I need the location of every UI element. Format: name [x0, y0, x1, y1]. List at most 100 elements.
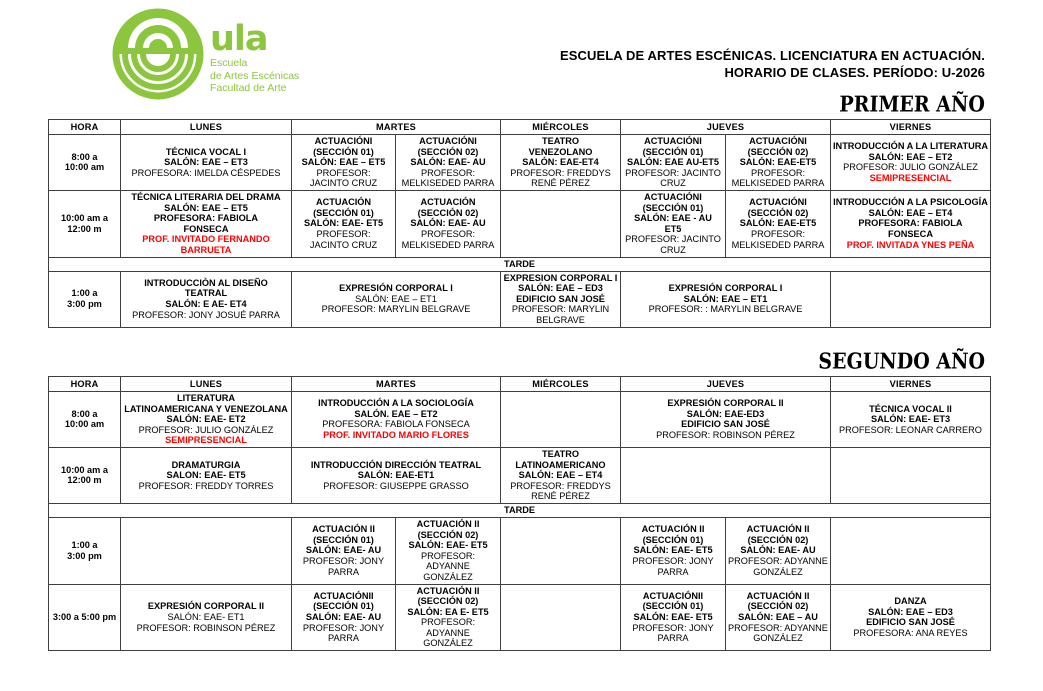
time-line: 10:00 am — [64, 162, 105, 173]
class-line: CRUZ — [660, 178, 686, 189]
class-cell: ACTUACIÓN (SECCIÓN 01) SALÓN: EAE- ET5 PROF… — [291, 189, 396, 258]
class-cell: ACTUACIÓN II (SECCIÓN 01) SALÓN: EAE- ET5 P… — [620, 516, 726, 585]
class-cell: TÉCNICA LITERARIA DEL DRAMA SALÓN: EAE – … — [120, 189, 292, 258]
class-line: (SECCIÓN 01) — [642, 146, 704, 157]
page-header: ula Escuela de Artes Escénicas Facultad … — [0, 0, 1043, 105]
class-line: PROFESOR: ROBINSON PÉREZ — [136, 622, 276, 633]
class-line: (SECCIÓN 02) — [747, 601, 809, 612]
class-note: SEMIPRESENCIAL — [869, 173, 952, 184]
class-note: SEMIPRESENCIAL — [165, 435, 247, 446]
class-line: ACTUACIÓNII — [313, 590, 374, 601]
class-cell: EXPRESION CORPORAL I SALÓN: EAE – ED3 EDIF… — [500, 270, 621, 328]
tarde-separator: TARDE — [48, 502, 991, 518]
class-line: SALÓN: EAE - AU — [634, 213, 712, 224]
logo-brand-text: ula — [210, 19, 269, 59]
tarde-separator: TARDE — [48, 256, 991, 272]
class-cell: ACTUACIÓN II (SECCIÓN 01) SALÓN: EAE- AU PR… — [291, 516, 396, 585]
class-line: FONSECA — [888, 229, 933, 240]
class-line: PROFESOR: — [316, 167, 371, 178]
class-line: MELKISEDED PARRA — [401, 239, 495, 250]
class-cell: ACTUACIÓNII (SECCIÓN 01) SALÓN: EAE- AU PRO… — [291, 583, 396, 652]
class-cell: EXPRESIÓN CORPORAL II SALÓN: EAE-ED3 EDIFI… — [620, 391, 831, 448]
title-line-2: HORARIO DE CLASES. PERÍODO: U-2026 — [724, 65, 985, 80]
class-line: PROFESOR: JONY — [632, 556, 714, 567]
logo-subtitle-line1: Escuela — [210, 57, 248, 69]
class-line: SALÓN: EAE – ET5 — [301, 157, 386, 168]
class-line: SALÓN: EAE – ET5 — [164, 202, 248, 213]
class-line: PROFESOR: GIUSEPPE GRASSO — [323, 480, 469, 491]
class-cell: ACTUACIÓNI (SECCIÓN 01) SALÓN: EAE – ET5 PR… — [291, 134, 396, 191]
class-cell: INTRODUCCIÒN AL DISEÑO TEATRAL SALÓN: E AE… — [120, 270, 292, 328]
class-line: ADYANNE — [426, 627, 470, 638]
class-line: (SECCIÓN 02) — [417, 529, 479, 540]
class-cell: INTRODUCCIÓN DIRECCIÓN TEATRAL SALÓN: EAE… — [291, 446, 501, 504]
column-header-martes: MARTES — [291, 376, 501, 392]
class-cell: TÉCNICA VOCAL II SALÓN: EAE- ET3 PROFESOR:… — [830, 391, 991, 448]
empty-cell — [500, 516, 621, 585]
time-slot-label: 1:00 a 3:00 pm — [48, 270, 121, 328]
column-header-hora: HORA — [48, 376, 121, 392]
class-line: PROFESORA: FABIOLA — [858, 218, 963, 229]
class-line: SALÓN: EAE-ET5 — [739, 157, 817, 168]
empty-cell — [500, 391, 621, 448]
time-slot-label: 3:00 a 5:00 pm — [48, 583, 121, 652]
class-line: (SECCIÓN 02) — [747, 207, 809, 218]
class-line: CRUZ — [660, 244, 686, 255]
class-line: (SECCIÓN 02) — [747, 534, 809, 545]
class-cell: LITERATURA LATINOAMERICANA Y VENEZOLANA SA… — [120, 391, 292, 448]
time-line: 3:00 pm — [67, 550, 102, 561]
class-line: PROFESOR: JONY — [302, 556, 385, 567]
empty-cell — [830, 516, 991, 585]
class-line: SALÓN: EA E- ET5 — [407, 606, 489, 617]
class-line: EDIFICIO SAN JOSÉ — [866, 617, 955, 628]
class-line: TÉCNICA LITERARIA DEL DRAMA — [131, 191, 281, 202]
class-line: SALÓN: EAE- ET5 — [633, 545, 713, 556]
class-line: SALÓN: EAE- AU — [305, 611, 382, 622]
class-cell: ACTUACIÓNI (SECCIÓN 02) SALÓN: EAE-ET5 PROF… — [725, 134, 831, 191]
class-line: SALÓN: EAE-ET1 — [357, 470, 435, 481]
class-line: ACTUACIÓNI — [644, 136, 702, 146]
class-line: SALÓN: EAE- AU — [410, 218, 486, 229]
class-line: PROFESOR: — [420, 550, 476, 561]
table-row: 1:00 a 3:00 pm INTRODUCCIÒN AL DISEÑO TEATR… — [48, 270, 991, 328]
class-cell: DANZA SALÓN: EAE – ED3 EDIFICIO SAN JOSÉ PR… — [830, 583, 991, 652]
class-line: (SECCIÓN 02) — [417, 207, 479, 218]
time-line: 12:00 m — [67, 475, 102, 486]
class-line: PROFESOR: FREDDY TORRES — [138, 480, 274, 491]
class-line: PROFESOR: JACINTO — [625, 234, 721, 245]
class-line: FONSECA — [183, 223, 229, 234]
class-line: SALÓN: EAE- AU — [740, 545, 816, 556]
class-line: SALÓN: E AE- ET4 — [165, 299, 247, 310]
class-line: SALÓN: EAE – ED3 — [518, 283, 603, 294]
class-line: TEATRO — [541, 448, 580, 459]
class-line: PARRA — [657, 633, 689, 644]
time-line: 1:00 a — [71, 540, 98, 551]
class-line: (SECCIÓN 01) — [313, 534, 374, 545]
class-line: PROFESOR: MARYLIN — [511, 304, 610, 315]
time-line: 1:00 a — [71, 288, 98, 299]
class-line: PROFESOR: — [420, 229, 476, 240]
class-line: LITERATURA — [176, 393, 235, 403]
class-line: PROFESOR: LEONAR CARRERO — [839, 424, 982, 435]
class-line: SALÓN: EAE- ET1 — [167, 611, 245, 622]
class-note: PROF. INVITADO MARIO FLORES — [323, 430, 469, 441]
class-cell: EXPRESIÓN CORPORAL I SALÓN: EAE – ET1 PROF… — [620, 270, 831, 328]
class-line: SALÓN: EAE – ET3 — [164, 157, 248, 168]
table-row: 10:00 am a 12:00 m DRAMATURGIA SALON: EAE- … — [48, 446, 991, 504]
class-line: (SECCIÓN 01) — [313, 601, 374, 612]
class-line: ACTUACIÓNI — [314, 136, 373, 146]
class-line: PROFESOR: JONY — [632, 622, 714, 633]
class-line: SALÓN: EAE- ET5 — [408, 540, 488, 551]
class-line: ACTUACIÓNI — [419, 136, 477, 146]
class-line: SALÓN: EAE- ET2 — [166, 414, 246, 425]
class-cell: TÉCNICA VOCAL I SALÓN: EAE – ET3 PROFESORA… — [120, 134, 292, 191]
class-line: (SECCIÓN 01) — [642, 202, 704, 213]
class-line: PROFESOR: — [316, 229, 371, 240]
class-cell: ACTUACIÓNII (SECCIÓN 01) SALÓN: EAE- ET5 PR… — [620, 583, 726, 652]
class-line: ACTUACIÓNII — [642, 590, 704, 601]
empty-cell — [620, 446, 831, 504]
class-line: (SECCIÓN 01) — [642, 601, 704, 612]
class-line: ACTUACIÓN — [315, 197, 372, 208]
column-header-hora: HORA — [48, 119, 121, 135]
class-cell: ACTUACIÓNI (SECCIÓN 02) SALÓN: EAE-ET5 PROF… — [725, 189, 831, 258]
